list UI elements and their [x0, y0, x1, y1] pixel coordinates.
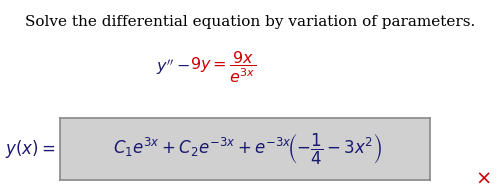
Text: $y'' -\ $: $y'' -\ $ [156, 57, 190, 77]
Text: $9y = \dfrac{9x}{e^{3x}}$: $9y = \dfrac{9x}{e^{3x}}$ [190, 49, 256, 85]
Text: $y(x) = $: $y(x) = $ [5, 138, 56, 161]
Text: $\times$: $\times$ [474, 168, 490, 187]
Text: Solve the differential equation by variation of parameters.: Solve the differential equation by varia… [25, 15, 475, 29]
Text: $C_1e^{3x} + C_2e^{-3x} + e^{-3x}\!\left(-\dfrac{1}{4} - 3x^2\right)$: $C_1e^{3x} + C_2e^{-3x} + e^{-3x}\!\left… [112, 132, 382, 167]
